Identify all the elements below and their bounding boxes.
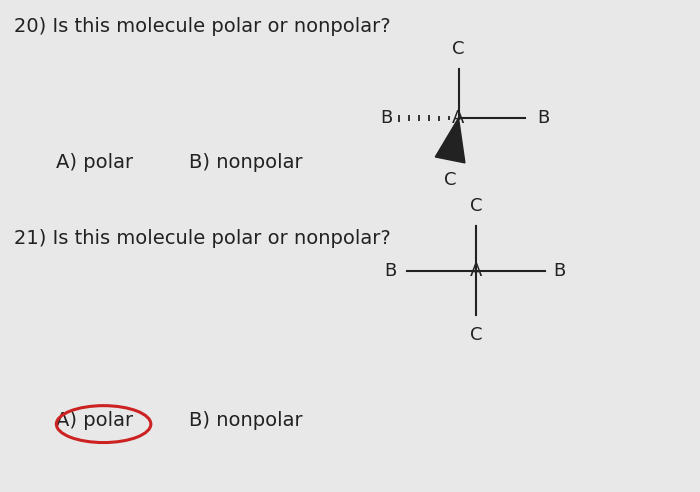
Text: B: B bbox=[380, 109, 392, 127]
Text: 21) Is this molecule polar or nonpolar?: 21) Is this molecule polar or nonpolar? bbox=[14, 229, 391, 248]
Text: C: C bbox=[452, 40, 465, 58]
Text: A) polar: A) polar bbox=[56, 153, 133, 172]
Text: A) polar: A) polar bbox=[56, 411, 133, 430]
Text: B) nonpolar: B) nonpolar bbox=[189, 411, 302, 430]
Text: C: C bbox=[470, 197, 482, 215]
Text: C: C bbox=[444, 171, 456, 189]
Text: B: B bbox=[554, 262, 566, 279]
Text: B: B bbox=[538, 109, 550, 127]
Polygon shape bbox=[435, 118, 465, 163]
Text: B) nonpolar: B) nonpolar bbox=[189, 153, 302, 172]
Text: A: A bbox=[452, 109, 465, 127]
Text: B: B bbox=[384, 262, 396, 279]
Text: A: A bbox=[470, 262, 482, 279]
Text: C: C bbox=[470, 326, 482, 344]
Text: 20) Is this molecule polar or nonpolar?: 20) Is this molecule polar or nonpolar? bbox=[14, 17, 391, 36]
